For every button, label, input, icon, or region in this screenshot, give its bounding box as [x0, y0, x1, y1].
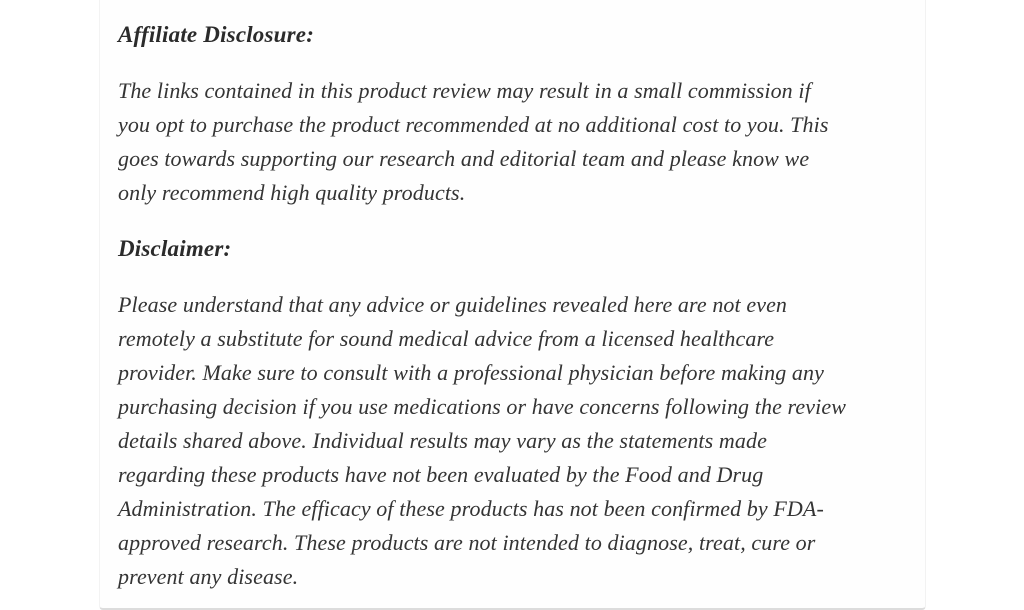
- disclosure-card: Affiliate Disclosure: The links containe…: [99, 0, 926, 610]
- disclaimer-heading: Disclaimer:: [118, 236, 232, 261]
- disclaimer-text: Please understand that any advice or gui…: [118, 292, 846, 589]
- affiliate-disclosure-heading: Affiliate Disclosure:: [118, 22, 315, 47]
- affiliate-disclosure-text: The links contained in this product revi…: [118, 78, 829, 205]
